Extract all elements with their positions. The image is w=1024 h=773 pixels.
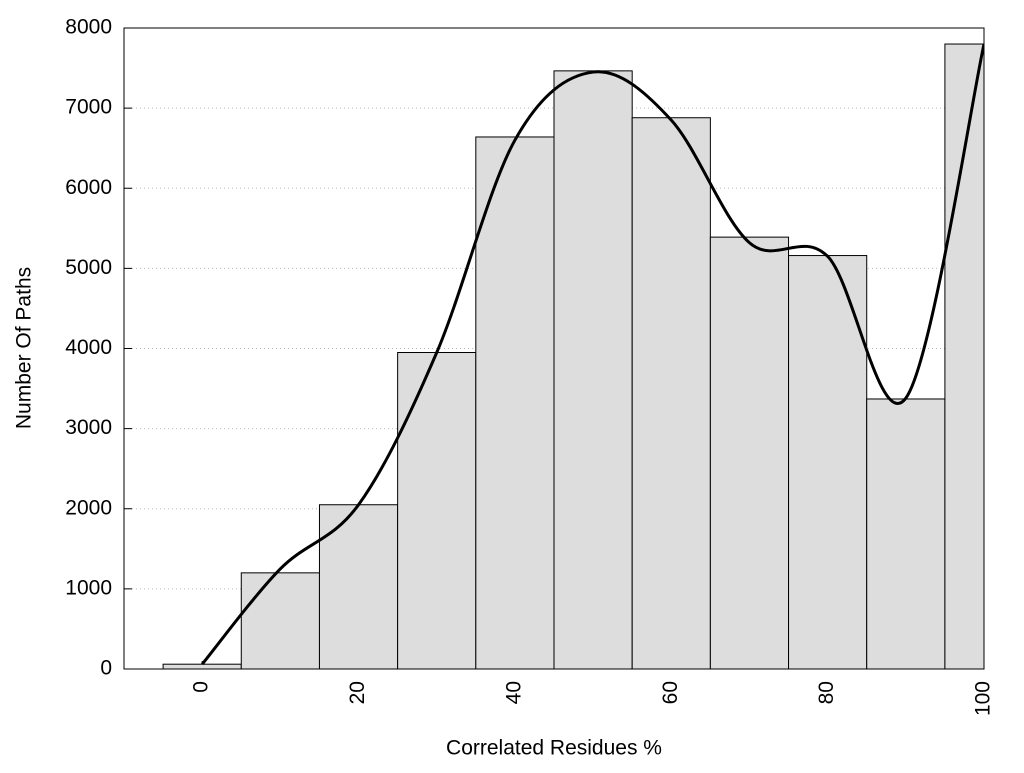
bar xyxy=(475,136,555,669)
y-tick-label: 4000 xyxy=(65,336,112,359)
bar xyxy=(162,663,242,669)
x-tick-label: 40 xyxy=(502,681,525,704)
y-tick-label: 0 xyxy=(100,657,112,680)
x-tick-label: 100 xyxy=(972,681,995,716)
y-tick-label: 5000 xyxy=(65,256,112,279)
x-axis-label: Correlated Residues % xyxy=(446,737,662,760)
y-tick-label: 2000 xyxy=(65,496,112,519)
bar xyxy=(318,504,399,669)
plot-frame xyxy=(123,27,985,670)
x-tick-label: 0 xyxy=(190,681,213,693)
y-tick-label: 7000 xyxy=(65,96,112,119)
x-tick-label: 20 xyxy=(346,681,369,704)
y-tick-label: 8000 xyxy=(65,16,112,39)
curve xyxy=(201,43,984,666)
plot-area xyxy=(162,43,984,669)
bar xyxy=(709,236,790,669)
y-axis-label: Number Of Paths xyxy=(13,267,36,429)
bar xyxy=(631,117,711,669)
y-tick-label: 6000 xyxy=(65,176,112,199)
y-tick-label: 3000 xyxy=(65,416,112,439)
bar xyxy=(240,572,320,669)
bar xyxy=(397,352,477,669)
bar xyxy=(866,398,946,669)
bar xyxy=(553,70,633,669)
y-tick-label: 1000 xyxy=(65,576,112,599)
x-tick-label: 60 xyxy=(659,681,682,704)
x-tick-label: 80 xyxy=(815,681,838,704)
